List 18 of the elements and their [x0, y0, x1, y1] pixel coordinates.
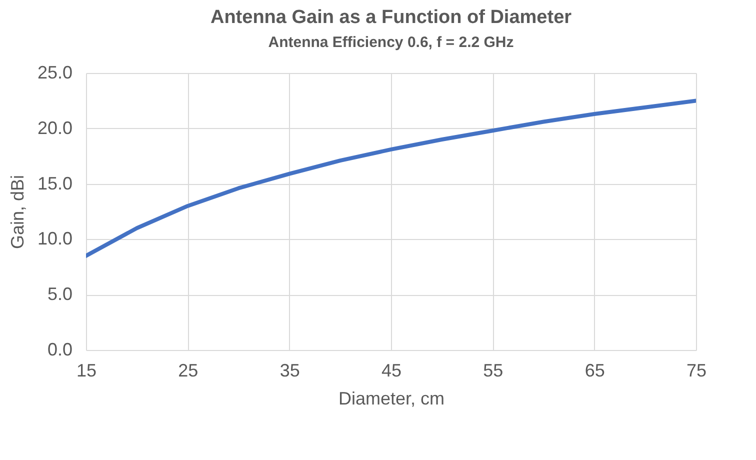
y-tick-label: 15.0 — [37, 173, 72, 194]
y-tick-label: 25.0 — [37, 62, 72, 82]
x-axis-title: Diameter, cm — [338, 388, 445, 408]
x-tick-label: 65 — [584, 360, 605, 380]
y-tick-label: 5.0 — [47, 284, 72, 304]
y-tick-label: 0.0 — [47, 340, 72, 360]
x-tick-label: 55 — [483, 360, 504, 380]
y-axis-title: Gain, dBi — [7, 174, 28, 250]
x-tick-label: 45 — [381, 360, 402, 380]
x-tick-label: 25 — [178, 360, 198, 380]
x-tick-label: 35 — [280, 360, 300, 380]
x-tick-label: 15 — [76, 360, 97, 380]
y-tick-label: 10.0 — [37, 228, 72, 249]
x-tick-label: 75 — [686, 360, 707, 380]
chart-title: Antenna Gain as a Function of Diameter — [210, 7, 572, 28]
y-tick-label: 20.0 — [37, 118, 72, 138]
chart-subtitle: Antenna Efficiency 0.6, f = 2.2 GHz — [268, 34, 514, 51]
line-series — [86, 98, 696, 258]
